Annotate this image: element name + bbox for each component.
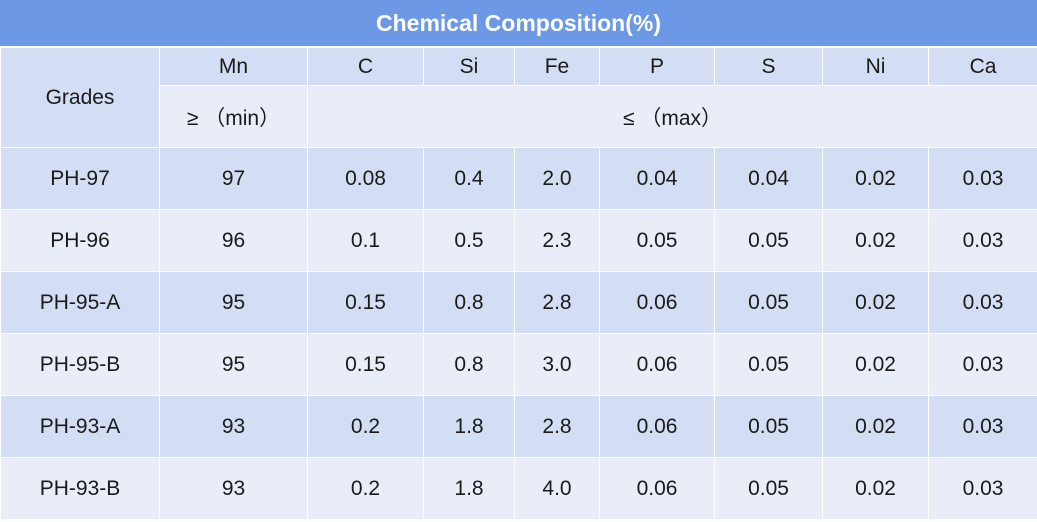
header-row-limits: ≥ （min） ≤ （max） [1,85,1037,148]
cell-value: 95 [159,333,308,396]
table-row: PH-95-B 95 0.15 0.8 3.0 0.06 0.05 0.02 0.03 [0,333,1037,396]
cell-grade: PH-93-B [0,457,160,520]
cell-value: 0.06 [599,457,715,520]
cell-value: 0.03 [928,457,1037,520]
header-min-label: ≥ （min） [159,85,308,148]
header-col-ca: Ca [928,47,1037,86]
cell-value: 2.3 [514,209,600,272]
cell-value: 0.03 [928,209,1037,272]
header-col-si: Si [423,47,515,86]
header-col-c: C [307,47,424,86]
cell-value: 0.02 [822,271,929,334]
header-row-elements: Grades Mn C Si Fe P S Ni Ca [0,47,1037,148]
table-row: PH-93-A 93 0.2 1.8 2.8 0.06 0.05 0.02 0.03 [0,395,1037,458]
cell-value: 0.05 [714,333,823,396]
cell-value: 0.04 [714,147,823,210]
header-col-mn: Mn [159,47,308,86]
cell-value: 0.04 [599,147,715,210]
cell-value: 0.05 [714,271,823,334]
cell-grade: PH-93-A [0,395,160,458]
cell-value: 0.03 [928,147,1037,210]
cell-value: 0.02 [822,395,929,458]
cell-value: 3.0 [514,333,600,396]
cell-value: 1.8 [423,395,515,458]
table-body: PH-97 97 0.08 0.4 2.0 0.04 0.04 0.02 0.03 PH-96 96… [0,147,1037,520]
header-grades: Grades [0,47,160,148]
table-row: PH-93-B 93 0.2 1.8 4.0 0.06 0.05 0.02 0.03 [0,457,1037,520]
cell-value: 0.5 [423,209,515,272]
cell-value: 0.06 [599,333,715,396]
cell-value: 0.8 [423,333,515,396]
table-row: PH-97 97 0.08 0.4 2.0 0.04 0.04 0.02 0.03 [0,147,1037,210]
cell-value: 0.8 [423,271,515,334]
cell-value: 0.06 [599,395,715,458]
cell-value: 4.0 [514,457,600,520]
cell-value: 0.05 [714,395,823,458]
cell-value: 95 [159,271,308,334]
cell-grade: PH-95-B [0,333,160,396]
cell-value: 96 [159,209,308,272]
header-col-fe: Fe [514,47,600,86]
cell-grade: PH-96 [0,209,160,272]
cell-value: 0.02 [822,333,929,396]
cell-value: 0.05 [714,209,823,272]
cell-value: 0.02 [822,147,929,210]
composition-table: Grades Mn C Si Fe P S Ni Ca ≥ （min） ≤ （m… [0,47,1037,520]
cell-value: 0.02 [822,209,929,272]
cell-value: 93 [159,457,308,520]
cell-value: 2.0 [514,147,600,210]
cell-value: 0.08 [307,147,424,210]
cell-value: 0.02 [822,457,929,520]
cell-grade: PH-95-A [0,271,160,334]
cell-value: 0.06 [599,271,715,334]
table-row: PH-96 96 0.1 0.5 2.3 0.05 0.05 0.02 0.03 [0,209,1037,272]
cell-value: 0.05 [599,209,715,272]
table-row: PH-95-A 95 0.15 0.8 2.8 0.06 0.05 0.02 0.03 [0,271,1037,334]
header-col-ni: Ni [822,47,929,86]
cell-value: 93 [159,395,308,458]
cell-value: 0.15 [307,333,424,396]
cell-value: 0.1 [307,209,424,272]
cell-value: 0.05 [714,457,823,520]
cell-value: 0.15 [307,271,424,334]
cell-value: 0.03 [928,271,1037,334]
cell-value: 0.2 [307,395,424,458]
table-title: Chemical Composition(%) [0,0,1037,47]
cell-value: 0.03 [928,333,1037,396]
cell-value: 97 [159,147,308,210]
cell-value: 1.8 [423,457,515,520]
cell-value: 0.03 [928,395,1037,458]
cell-grade: PH-97 [0,147,160,210]
cell-value: 2.8 [514,395,600,458]
cell-value: 0.4 [423,147,515,210]
cell-value: 2.8 [514,271,600,334]
header-col-p: P [599,47,715,86]
header-max-label: ≤ （max） [307,85,1037,148]
header-col-s: S [714,47,823,86]
cell-value: 0.2 [307,457,424,520]
